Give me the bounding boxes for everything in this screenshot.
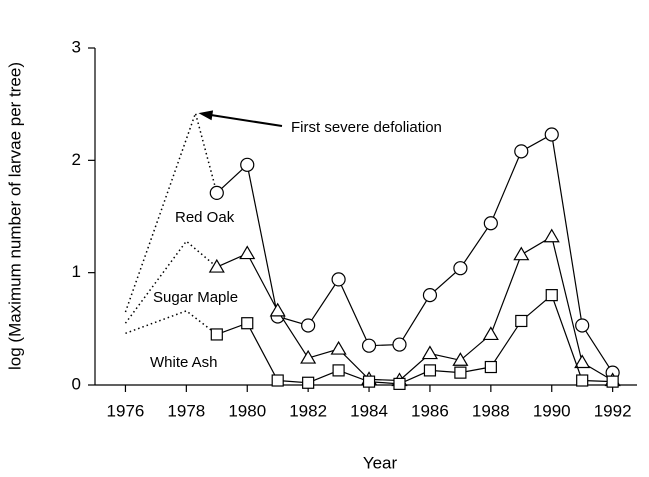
x-tick-label: 1988 — [472, 401, 510, 420]
marker — [240, 157, 255, 172]
x-tick-label: 1986 — [411, 401, 449, 420]
series-label: White Ash — [150, 354, 218, 371]
marker — [239, 245, 256, 260]
x-tick-label: 1992 — [594, 401, 632, 420]
y-axis-label: log (Maximum number of larvae per tree) — [5, 62, 24, 370]
marker — [301, 318, 316, 333]
marker — [484, 360, 497, 374]
marker — [483, 216, 498, 231]
marker — [515, 314, 528, 328]
dotted-line — [125, 310, 218, 336]
y-tick-label: 0 — [72, 374, 81, 393]
x-tick-label: 1990 — [533, 401, 571, 420]
dotted-line — [124, 240, 218, 324]
marker — [575, 318, 590, 333]
x-tick-label: 1980 — [228, 401, 266, 420]
marker — [513, 246, 530, 261]
series-label: Red Oak — [175, 209, 235, 226]
marker — [421, 345, 438, 360]
y-tick-label: 3 — [72, 37, 81, 56]
marker — [271, 374, 284, 387]
annotation-arrow — [208, 113, 283, 127]
marker — [361, 338, 377, 353]
marker — [362, 375, 376, 388]
marker — [514, 144, 529, 159]
marker — [482, 326, 499, 341]
marker — [422, 288, 438, 303]
marker — [332, 364, 345, 377]
marker — [269, 302, 286, 317]
marker — [210, 328, 223, 341]
marker — [209, 185, 224, 201]
y-tick-label: 1 — [72, 262, 81, 281]
x-tick-label: 1984 — [350, 401, 388, 420]
marker — [545, 289, 558, 302]
y-tick-label: 2 — [72, 150, 81, 169]
marker — [208, 258, 225, 273]
x-tick-label: 1976 — [107, 401, 145, 420]
annotation-arrowhead — [198, 110, 214, 121]
marker — [454, 366, 467, 379]
marker — [392, 337, 407, 352]
series-line — [216, 133, 614, 373]
marker — [574, 354, 591, 369]
marker — [330, 340, 347, 355]
marker — [576, 374, 589, 387]
marker — [544, 127, 559, 142]
marker — [393, 377, 406, 390]
marker — [331, 272, 346, 287]
series-label: Sugar Maple — [153, 289, 238, 306]
marker — [302, 376, 315, 389]
marker — [452, 352, 469, 366]
x-tick-label: 1982 — [289, 401, 327, 420]
marker — [300, 349, 317, 364]
dotted-line — [124, 110, 218, 313]
x-tick-label: 1978 — [167, 401, 205, 420]
marker — [543, 228, 560, 243]
marker — [241, 317, 254, 330]
marker — [453, 261, 468, 276]
x-axis-label: Year — [363, 453, 398, 472]
marker — [423, 364, 437, 377]
marker — [606, 375, 619, 388]
annotation: First severe defoliation — [291, 119, 442, 136]
